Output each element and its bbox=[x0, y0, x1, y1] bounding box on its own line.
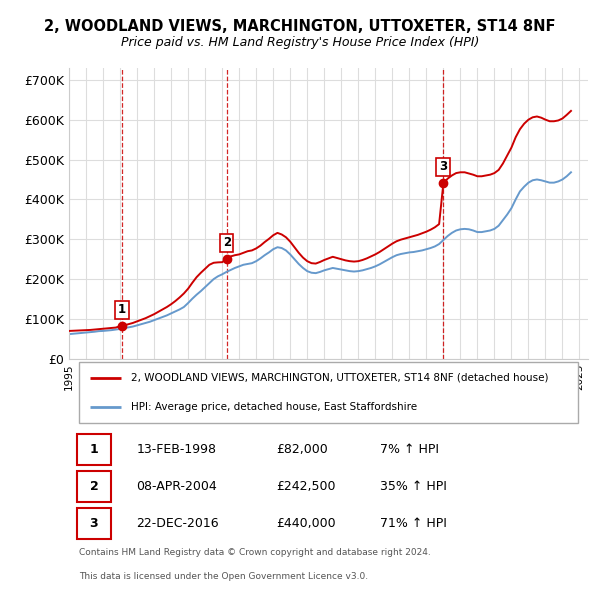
Text: 71% ↑ HPI: 71% ↑ HPI bbox=[380, 517, 447, 530]
FancyBboxPatch shape bbox=[77, 471, 110, 502]
Text: HPI: Average price, detached house, East Staffordshire: HPI: Average price, detached house, East… bbox=[131, 402, 418, 412]
FancyBboxPatch shape bbox=[77, 507, 110, 539]
Text: This data is licensed under the Open Government Licence v3.0.: This data is licensed under the Open Gov… bbox=[79, 572, 368, 581]
Text: 2: 2 bbox=[223, 236, 231, 249]
Text: 2: 2 bbox=[89, 480, 98, 493]
FancyBboxPatch shape bbox=[77, 434, 110, 465]
Text: £242,500: £242,500 bbox=[277, 480, 336, 493]
Text: Contains HM Land Registry data © Crown copyright and database right 2024.: Contains HM Land Registry data © Crown c… bbox=[79, 548, 431, 557]
Text: 08-APR-2004: 08-APR-2004 bbox=[136, 480, 217, 493]
Text: 22-DEC-2016: 22-DEC-2016 bbox=[136, 517, 219, 530]
Text: Price paid vs. HM Land Registry's House Price Index (HPI): Price paid vs. HM Land Registry's House … bbox=[121, 36, 479, 49]
Text: £440,000: £440,000 bbox=[277, 517, 336, 530]
Text: 2, WOODLAND VIEWS, MARCHINGTON, UTTOXETER, ST14 8NF (detached house): 2, WOODLAND VIEWS, MARCHINGTON, UTTOXETE… bbox=[131, 373, 549, 383]
Text: 35% ↑ HPI: 35% ↑ HPI bbox=[380, 480, 447, 493]
Text: 2, WOODLAND VIEWS, MARCHINGTON, UTTOXETER, ST14 8NF: 2, WOODLAND VIEWS, MARCHINGTON, UTTOXETE… bbox=[44, 19, 556, 34]
Text: 13-FEB-1998: 13-FEB-1998 bbox=[136, 443, 217, 456]
Text: 3: 3 bbox=[89, 517, 98, 530]
FancyBboxPatch shape bbox=[79, 362, 578, 423]
Text: 1: 1 bbox=[118, 303, 126, 316]
Text: 7% ↑ HPI: 7% ↑ HPI bbox=[380, 443, 439, 456]
Text: 3: 3 bbox=[439, 160, 447, 173]
Text: 1: 1 bbox=[89, 443, 98, 456]
Text: £82,000: £82,000 bbox=[277, 443, 328, 456]
